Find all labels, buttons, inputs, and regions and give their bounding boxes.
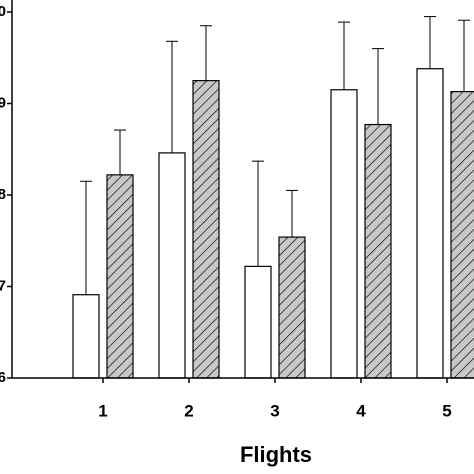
y-tick-label: 7 [0, 277, 6, 294]
bar [364, 123, 392, 379]
bar [72, 294, 100, 379]
y-tick-label: 8 [0, 186, 6, 203]
bar [244, 265, 272, 379]
bar [158, 152, 186, 379]
y-tick-label: 6 [0, 369, 6, 386]
y-tick-label: 9 [0, 94, 6, 111]
bar [330, 89, 358, 379]
x-axis-title: Flights [240, 442, 312, 467]
x-tick-label: 1 [98, 401, 107, 420]
x-tick-label: 4 [356, 401, 366, 420]
x-tick-label: 2 [184, 401, 193, 420]
bar [106, 174, 134, 379]
y-tick-label: 10 [0, 3, 6, 20]
x-tick-label: 5 [442, 401, 451, 420]
bar [278, 236, 306, 379]
bar [192, 80, 220, 379]
bar [416, 68, 444, 379]
bar [450, 91, 474, 379]
x-tick-label: 3 [270, 401, 279, 420]
